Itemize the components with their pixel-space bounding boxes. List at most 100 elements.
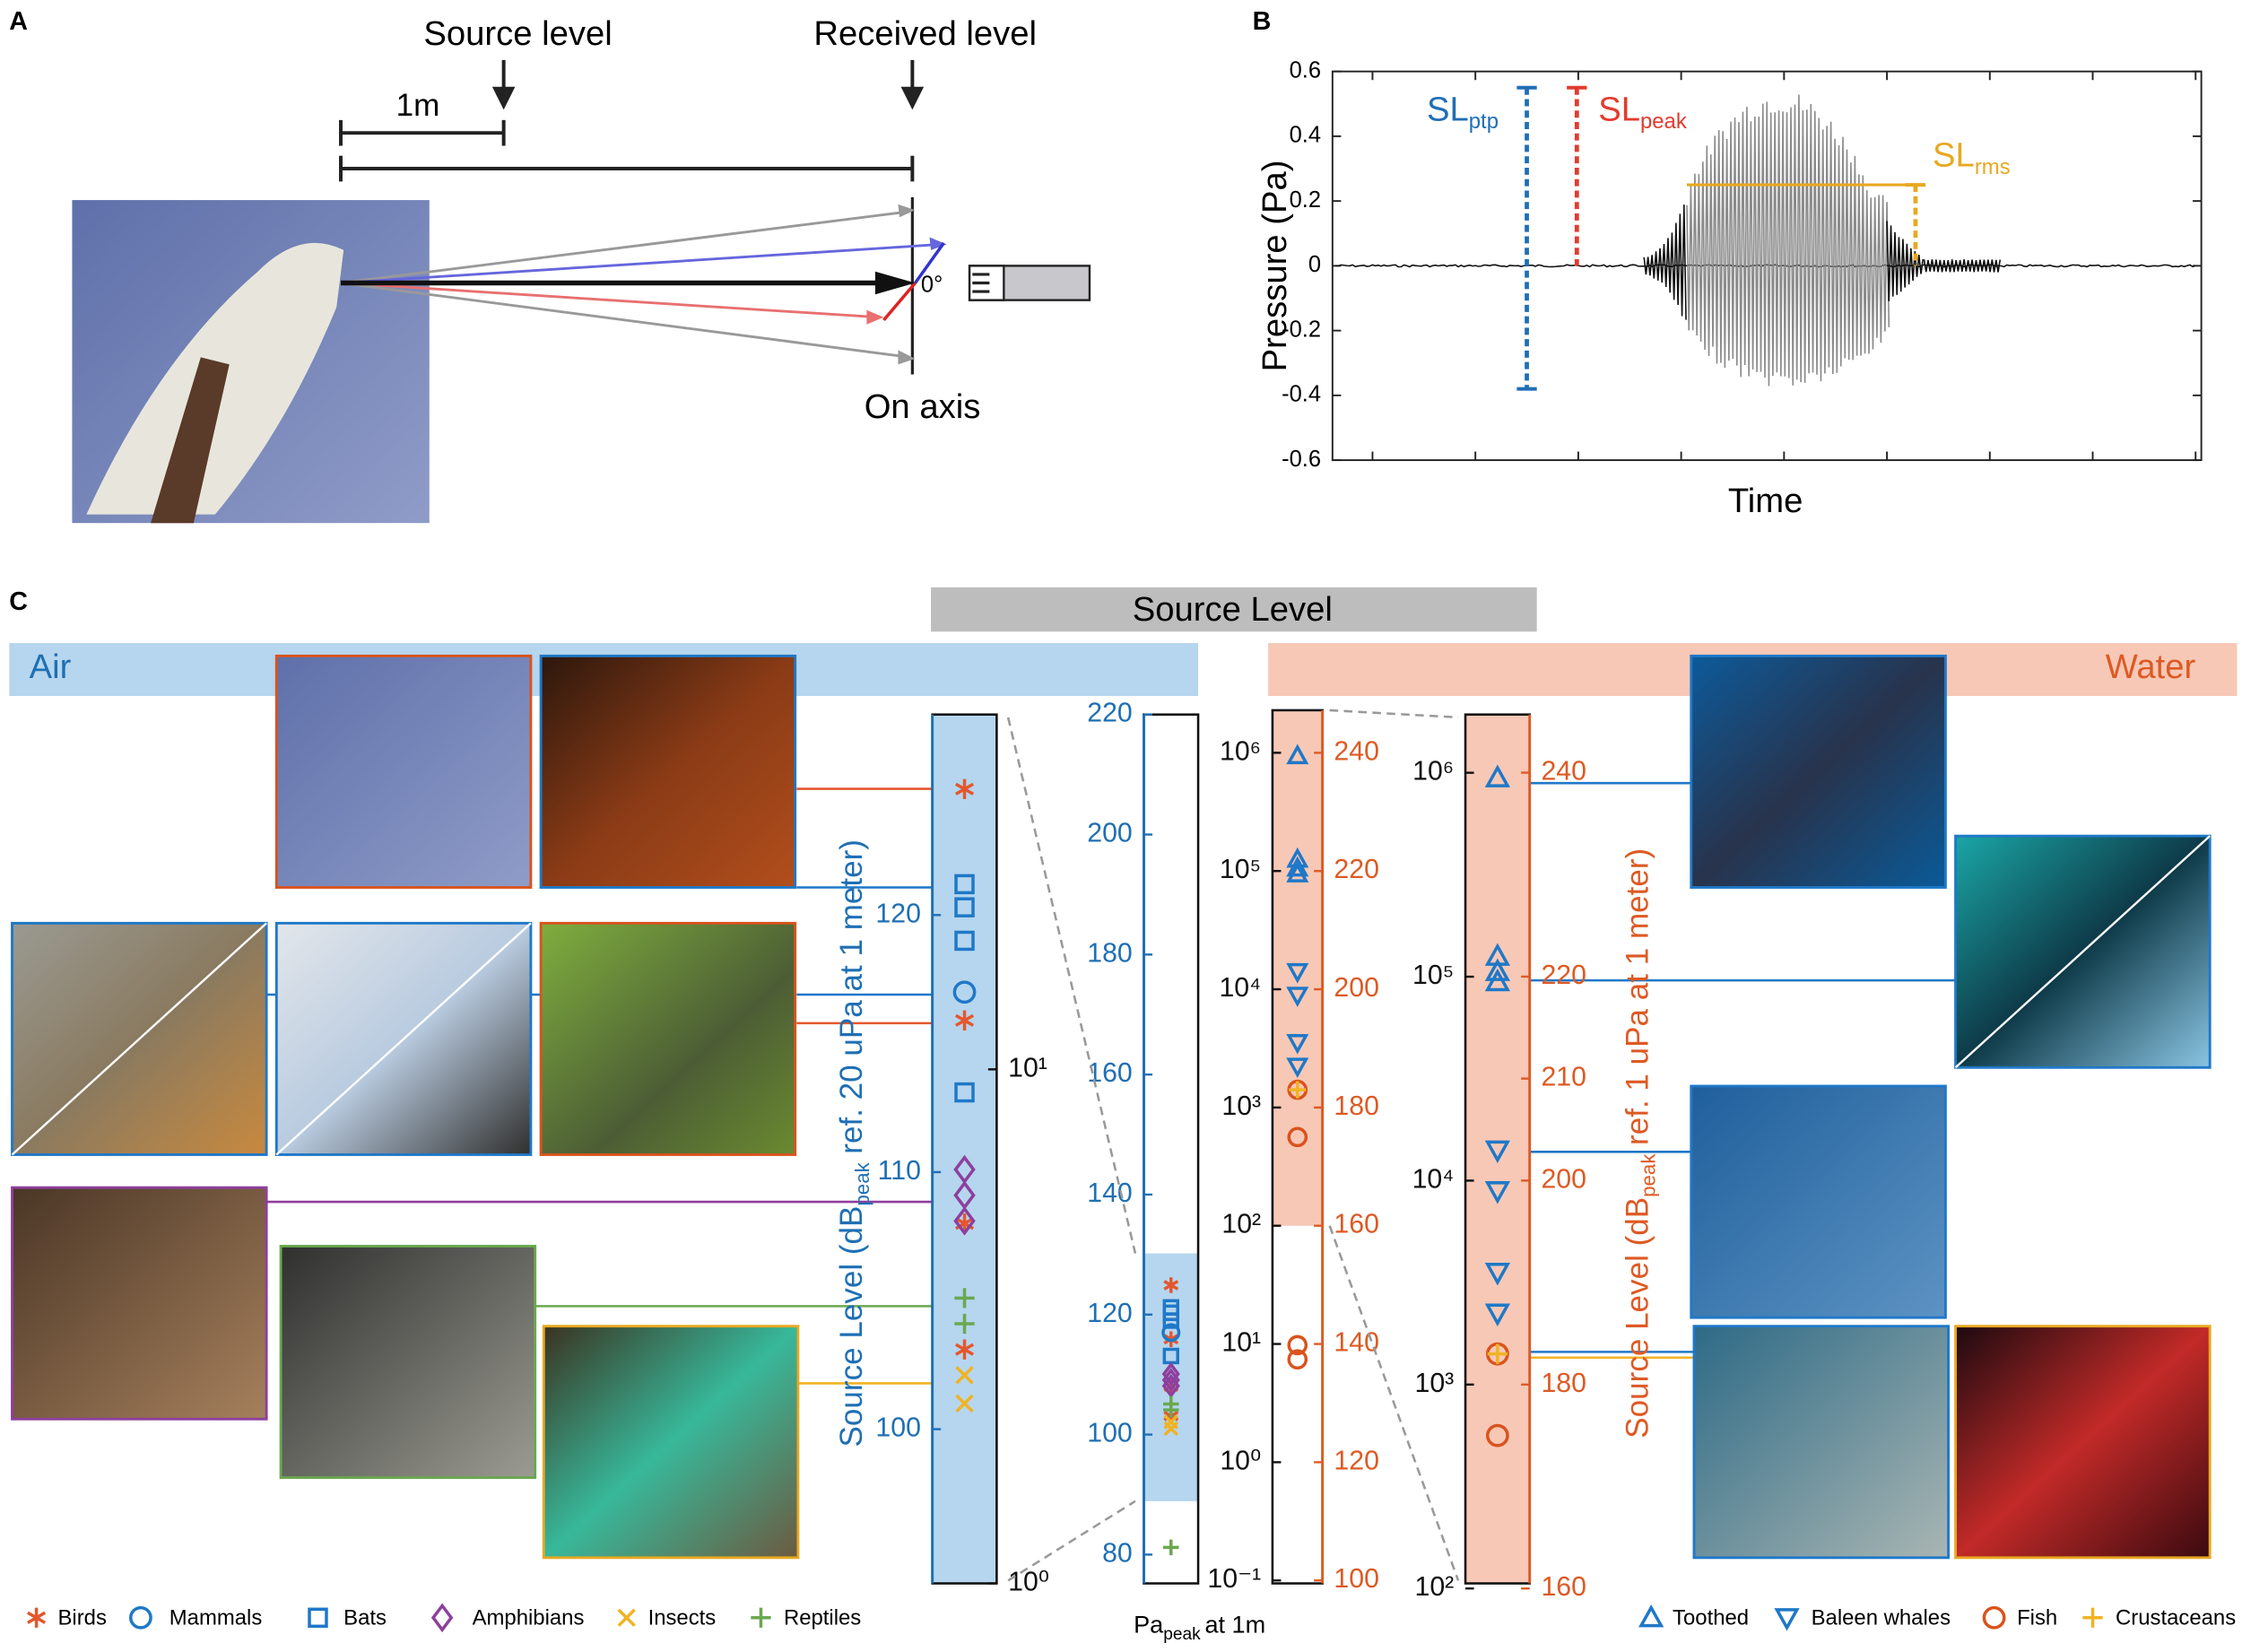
data-marker	[1287, 1126, 1308, 1148]
data-marker	[954, 874, 975, 895]
animal-photo	[274, 654, 533, 889]
y2-tick-label: 10⁴	[1412, 1164, 1455, 1194]
data-marker	[954, 1288, 975, 1309]
legend-marker	[1638, 1604, 1664, 1628]
y2-tick-label: 10¹	[1008, 1053, 1047, 1082]
data-marker	[954, 897, 975, 917]
legend-marker	[2082, 1607, 2103, 1628]
y2-tick-label: 10¹	[1221, 1328, 1261, 1358]
zoom-guide	[1328, 1225, 1460, 1581]
y-label-text: Source Level (dB	[834, 1206, 869, 1448]
photo-split	[275, 922, 532, 1156]
source-level-label: Source level	[423, 14, 612, 53]
legend-marker	[1982, 1605, 2006, 1630]
data-marker	[1163, 1277, 1179, 1293]
waveform-ring	[1923, 259, 2002, 273]
data-marker	[954, 1339, 975, 1360]
panel-label: B	[1253, 7, 1272, 36]
animal-photo	[542, 1325, 800, 1560]
animal-photo	[1690, 1084, 1947, 1319]
photo-split	[11, 922, 267, 1156]
y-tick-label: 140	[1334, 1328, 1379, 1358]
y-tick-label: 80	[1102, 1538, 1133, 1568]
x-label-text: Pa	[1134, 1610, 1164, 1638]
y-tick-label: 160	[1334, 1210, 1379, 1239]
y-tick-label: -0.6	[1282, 447, 1321, 472]
animal-photo	[1692, 1325, 1951, 1560]
air-label: Air	[30, 648, 72, 686]
y-label-sub: peak	[1637, 1153, 1659, 1197]
data-marker	[1484, 1140, 1511, 1164]
data-marker	[1163, 1539, 1179, 1556]
data-marker	[1163, 1421, 1179, 1437]
y2-tick-label: 10²	[1221, 1210, 1261, 1239]
photo-split	[1954, 835, 2211, 1069]
data-marker	[1289, 1081, 1307, 1099]
data-marker	[1287, 1335, 1308, 1356]
legend-marker	[129, 1605, 152, 1630]
y-tick-label: 220	[1087, 699, 1133, 728]
on-axis-label: On axis	[865, 387, 981, 426]
data-marker	[1286, 856, 1309, 877]
x-label-text: at 1m	[1204, 1610, 1265, 1638]
data-marker	[1484, 1263, 1511, 1286]
data-marker	[954, 778, 975, 799]
branch-shape	[151, 357, 230, 524]
animal-photo	[11, 1186, 268, 1421]
animal-photo	[279, 1245, 537, 1480]
data-marker	[1161, 1373, 1180, 1398]
y-axis-label: Pressure (Pa)	[1256, 160, 1294, 371]
legend-marker	[430, 1603, 454, 1633]
title-bar	[931, 587, 1537, 632]
legend-marker	[751, 1607, 771, 1628]
y-tick-label: 180	[1087, 938, 1133, 968]
legend-label: Mammals	[169, 1606, 263, 1630]
data-marker	[1286, 962, 1309, 984]
annotation-sub: peak	[1640, 109, 1687, 134]
data-marker	[1162, 1312, 1179, 1329]
data-marker	[954, 1313, 975, 1335]
y-tick-label: 100	[1334, 1564, 1379, 1594]
y-tick-label: 220	[1334, 855, 1379, 884]
axis-shade	[932, 714, 997, 1584]
data-marker	[1286, 1057, 1309, 1078]
y-tick-label: -0.4	[1282, 382, 1321, 407]
received-level-label: Received level	[813, 14, 1037, 53]
y2-tick-label: 10⁶	[1412, 757, 1454, 787]
annotation-text: SL	[1598, 90, 1640, 128]
microphone	[968, 265, 1091, 301]
data-marker	[1287, 1349, 1308, 1370]
y-tick-label: 0.4	[1290, 123, 1321, 148]
y2-tick-label: 10⁰	[1008, 1568, 1049, 1597]
water-label: Water	[2106, 648, 2196, 686]
y-label-sub: peak	[851, 1161, 873, 1205]
y2-tick-label: 10⁶	[1220, 736, 1261, 766]
data-marker	[1161, 1361, 1180, 1387]
axis-shade	[1465, 714, 1530, 1584]
y-tick-label: 220	[1541, 961, 1586, 990]
y-tick-label: 180	[1334, 1091, 1379, 1121]
y2-tick-label: 10⁰	[1220, 1446, 1261, 1475]
y2-tick-label: 10³	[1221, 1091, 1261, 1121]
data-marker	[1484, 968, 1511, 992]
annotation: SLptp	[1427, 90, 1499, 134]
legend-label: Birds	[57, 1606, 106, 1630]
y2-tick-label: 10⁴	[1219, 973, 1261, 1003]
y-axis-label: Source Level (dBpeak ref. 20 uPa at 1 met…	[834, 839, 873, 1447]
data-marker	[952, 980, 977, 1004]
angle-label: 0°	[921, 272, 943, 297]
panel-label: A	[9, 7, 28, 36]
data-marker	[1484, 1181, 1511, 1204]
y-tick-label: 200	[1334, 973, 1379, 1003]
data-marker	[1286, 1033, 1309, 1055]
annotation-text: SL	[1933, 135, 1975, 174]
y-tick-label: 180	[1541, 1369, 1586, 1398]
y-tick-label: 200	[1087, 819, 1133, 848]
animal-photo	[1690, 654, 1947, 889]
annotation-text: SL	[1427, 90, 1469, 128]
legend-label: Baleen whales	[1812, 1606, 1951, 1630]
panel-label: C	[9, 587, 28, 616]
data-marker	[954, 1010, 975, 1030]
data-marker	[1286, 862, 1309, 883]
